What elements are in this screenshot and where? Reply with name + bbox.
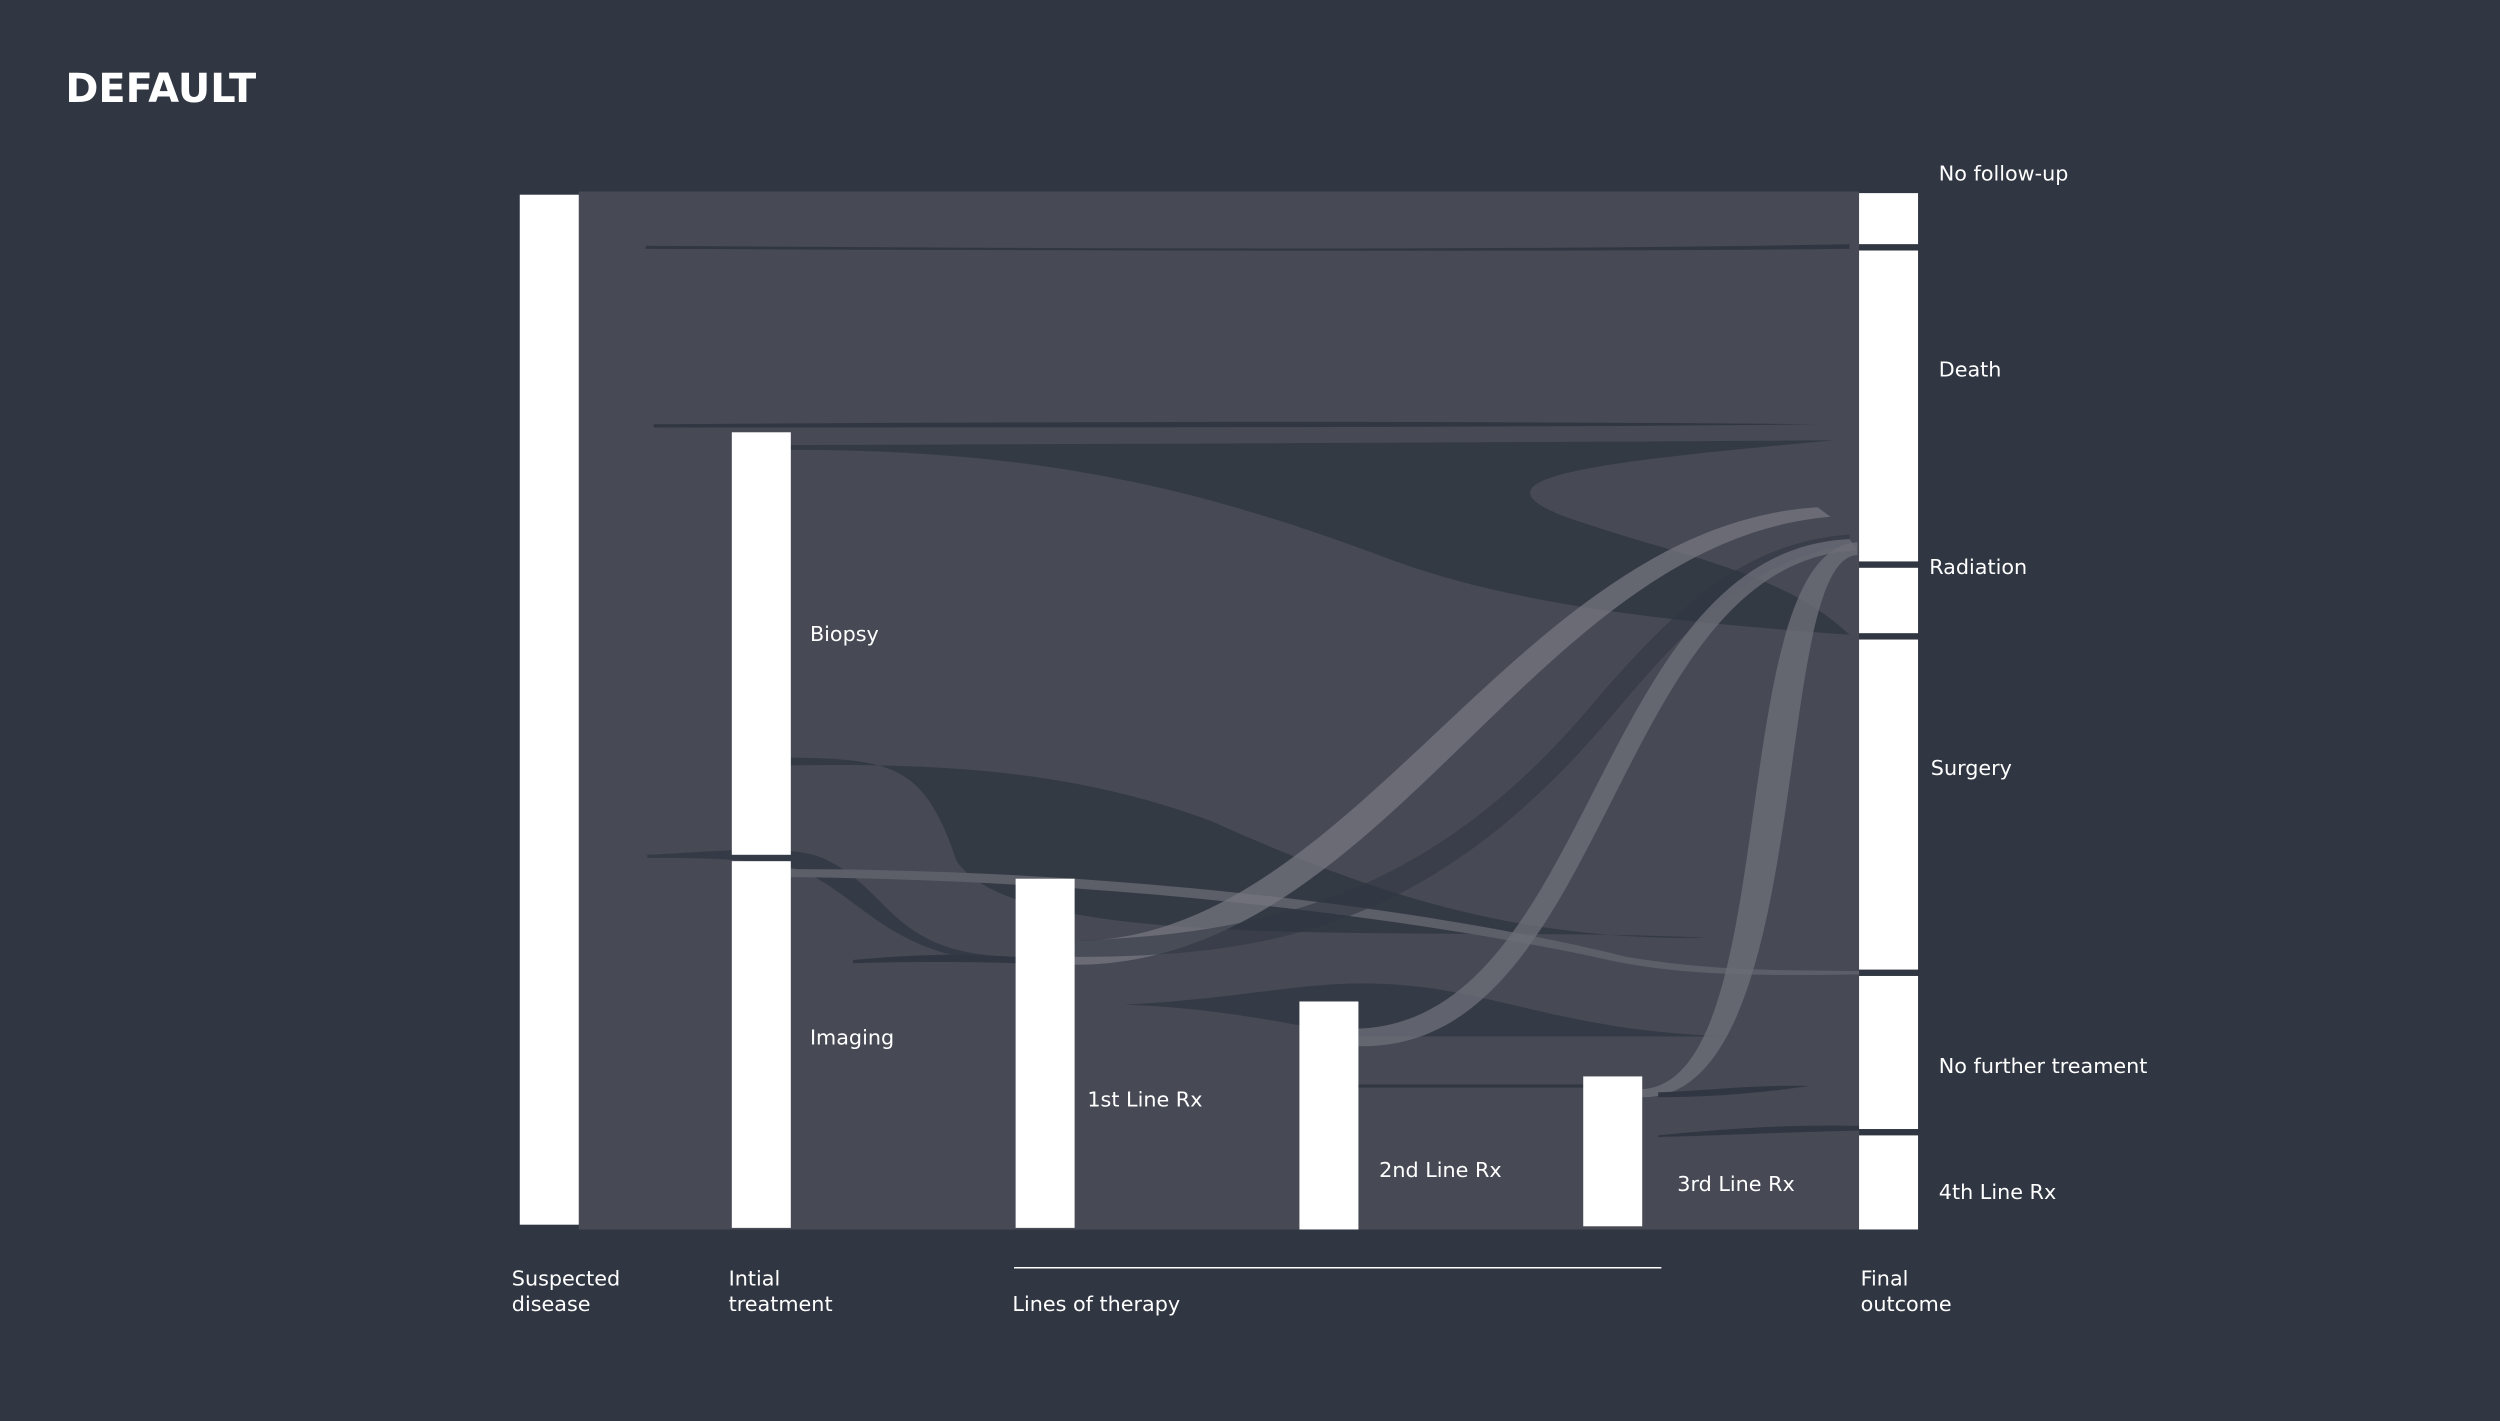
stage-label: Lines of therapy bbox=[1012, 1292, 1180, 1316]
node bbox=[1299, 1001, 1359, 1230]
node-label: 1st Line Rx bbox=[1087, 1088, 1202, 1112]
title: DEFAULT bbox=[65, 66, 256, 112]
stage-label: Suspected bbox=[512, 1266, 620, 1290]
stage-label: Final bbox=[1861, 1266, 1909, 1290]
flow bbox=[645, 244, 1850, 251]
node-label: No follow-up bbox=[1939, 161, 2069, 185]
nodes bbox=[519, 193, 1919, 1230]
node bbox=[1859, 639, 1919, 970]
node bbox=[1015, 878, 1075, 1228]
node-label: Imaging bbox=[810, 1026, 894, 1050]
node bbox=[1859, 567, 1919, 634]
flow bbox=[1074, 507, 1831, 965]
flow bbox=[790, 440, 1850, 635]
flow bbox=[1358, 539, 1858, 1047]
flow bbox=[1358, 1084, 1584, 1088]
stage-labels: Suspected disease Intial treatment Lines… bbox=[512, 1266, 1952, 1316]
node bbox=[1859, 250, 1919, 562]
node-label: No further treament bbox=[1939, 1054, 2148, 1078]
stage-label: outcome bbox=[1861, 1292, 1952, 1316]
node bbox=[1583, 1076, 1643, 1227]
node bbox=[731, 861, 791, 1228]
node-labels: Biopsy Imaging 1st Line Rx 2nd Line Rx 3… bbox=[810, 161, 2147, 1204]
node bbox=[1859, 975, 1919, 1130]
node bbox=[731, 432, 791, 855]
node-label: Biopsy bbox=[810, 622, 879, 646]
flow bbox=[1658, 1085, 1810, 1098]
flow bbox=[1074, 534, 1850, 957]
node-label: Surgery bbox=[1931, 756, 2012, 780]
node-label: Death bbox=[1939, 357, 2002, 381]
flow bbox=[852, 954, 1016, 964]
stage-label: disease bbox=[512, 1292, 591, 1316]
node bbox=[1859, 1135, 1919, 1230]
flow bbox=[1658, 1125, 1860, 1137]
stage-label: treatment bbox=[729, 1292, 833, 1316]
flows bbox=[578, 191, 1860, 1230]
node bbox=[519, 194, 579, 1225]
stage-label: Intial bbox=[729, 1266, 781, 1290]
node-label: 3rd Line Rx bbox=[1677, 1172, 1795, 1196]
node-label: 4th Line Rx bbox=[1939, 1180, 2056, 1204]
node bbox=[1859, 193, 1919, 245]
flow bbox=[1642, 542, 1858, 1098]
node-label: 2nd Line Rx bbox=[1379, 1158, 1501, 1182]
flow bbox=[653, 421, 1818, 428]
node-label: Radiation bbox=[1929, 555, 2027, 579]
